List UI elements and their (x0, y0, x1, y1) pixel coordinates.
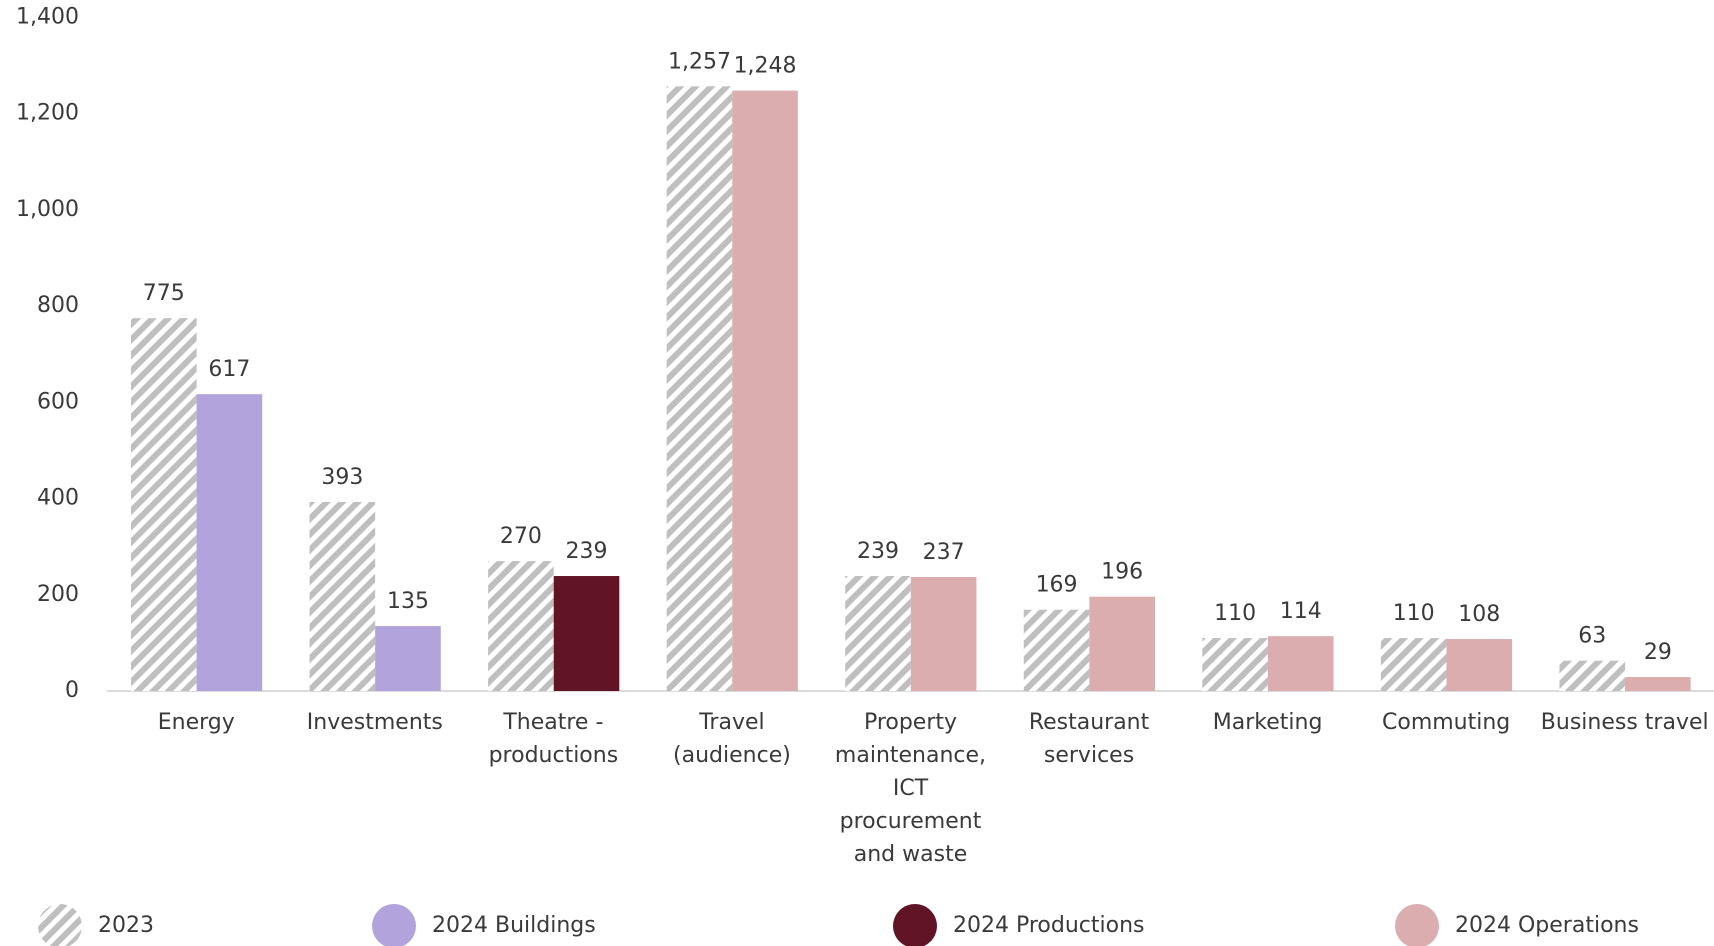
data-label: 196 (1101, 560, 1143, 585)
bar (196, 394, 263, 691)
legend-swatch (1395, 904, 1439, 946)
data-label: 393 (321, 465, 363, 490)
x-tick-label: Property maintenance, ICT procurement an… (834, 710, 987, 867)
data-label: 108 (1458, 602, 1500, 627)
bar (666, 86, 733, 691)
legend-label: 2023 (98, 913, 154, 938)
data-label: 237 (923, 540, 965, 565)
x-tick-label: Commuting (1382, 710, 1511, 735)
y-tick-label: 200 (37, 582, 79, 607)
x-tick-label: Restaurant services (1028, 710, 1150, 768)
legend-label: 2024 Productions (953, 913, 1145, 938)
data-label: 239 (566, 539, 608, 564)
data-label: 63 (1578, 624, 1606, 649)
bar (1023, 609, 1090, 691)
data-label: 239 (857, 539, 899, 564)
legend-label: 2024 Operations (1455, 913, 1639, 938)
y-tick-label: 400 (37, 486, 79, 511)
legend-label: 2024 Buildings (432, 913, 596, 938)
data-label: 1,248 (734, 54, 797, 79)
data-label: 135 (387, 589, 429, 614)
legend-swatch (893, 904, 937, 946)
bar (1446, 639, 1513, 691)
y-tick-label: 0 (65, 678, 79, 703)
x-tick-label: Energy (157, 710, 235, 735)
bar (309, 501, 376, 691)
bar (1559, 660, 1626, 691)
data-label: 110 (1393, 601, 1435, 626)
data-label: 617 (208, 357, 250, 382)
y-tick-label: 1,200 (16, 101, 79, 126)
x-tick-label: Theatre - productions (488, 710, 619, 768)
x-tick-label: Marketing (1212, 710, 1323, 735)
bar (1380, 638, 1447, 691)
x-tick-label: Business travel (1540, 710, 1709, 735)
legend-swatch (38, 904, 82, 946)
data-label: 110 (1214, 601, 1256, 626)
bar (1202, 638, 1268, 691)
bar (1267, 636, 1334, 691)
bar (131, 318, 197, 691)
bar (1089, 596, 1155, 691)
legend-swatch (372, 904, 416, 946)
bar (732, 90, 798, 691)
y-tick-label: 800 (37, 293, 79, 318)
data-label: 1,257 (668, 49, 731, 74)
bar (375, 626, 441, 691)
y-tick-label: 600 (37, 389, 79, 414)
data-label: 270 (500, 524, 542, 549)
data-label: 169 (1036, 573, 1078, 598)
bar (488, 561, 554, 691)
bar (845, 576, 911, 691)
data-label: 775 (143, 281, 185, 306)
y-tick-label: 1,400 (16, 5, 79, 30)
data-label: 29 (1644, 640, 1672, 665)
x-tick-label: Investments (306, 710, 443, 735)
data-label: 114 (1280, 599, 1322, 624)
x-tick-label: Travel (audience) (673, 710, 791, 768)
bar (910, 576, 977, 691)
bar (553, 576, 620, 691)
bar (1625, 677, 1691, 691)
y-tick-label: 1,000 (16, 197, 79, 222)
